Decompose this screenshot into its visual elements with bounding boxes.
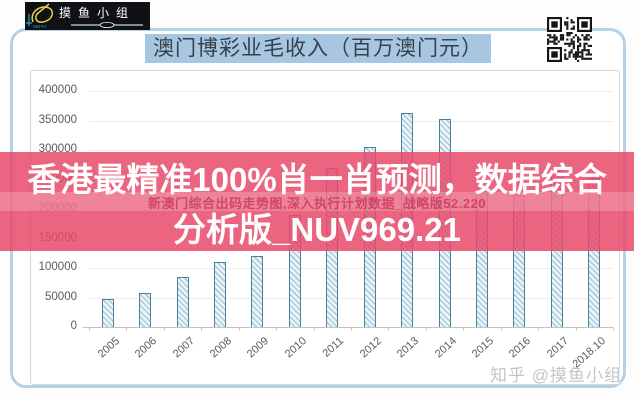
- banner-watermark-text: 新澳门综合出码走势图,深入执行计划数据_战略版52.220: [147, 196, 487, 211]
- x-axis-tick: [538, 327, 540, 331]
- y-tick-label: 0: [70, 320, 77, 332]
- brand-underline: [71, 22, 143, 28]
- x-axis-tick: [126, 327, 128, 331]
- x-axis-tick: [351, 327, 352, 331]
- chart-title-highlight: 澳门博彩业毛收入（百万澳门元）: [145, 34, 491, 63]
- x-axis-tick: [613, 327, 614, 331]
- x-axis-tick: [163, 327, 165, 331]
- y-tick-label: 400000: [38, 84, 77, 96]
- bar-2009: [251, 255, 264, 327]
- banner-headline-line1: 香港最精准100%肖一肖预测，数据综合: [27, 161, 607, 198]
- gridline: [89, 91, 613, 92]
- svg-text:MOYU: MOYU: [33, 24, 47, 29]
- gridline: [89, 297, 613, 299]
- brand-name: 摸鱼小组: [59, 6, 136, 20]
- bar-2007: [176, 277, 189, 327]
- bar-2008: [214, 262, 226, 327]
- y-tick-label: 100000: [38, 261, 77, 273]
- x-axis-tick: [500, 327, 502, 331]
- x-axis-tick: [276, 327, 278, 331]
- gridline: [89, 268, 613, 269]
- y-tick-label: 350000: [38, 113, 77, 126]
- x-axis-line: [83, 327, 613, 328]
- x-axis-tick: [463, 327, 465, 331]
- zhihu-watermark: 知乎 @摸鱼小组: [490, 366, 622, 385]
- banner-headline-line2: 分析版_NUV969.21: [173, 211, 461, 248]
- x-axis-tick: [201, 327, 203, 331]
- bar-2006: [139, 293, 152, 327]
- y-tick-label: 50000: [45, 290, 77, 303]
- gridline: [89, 150, 613, 151]
- gridline: [89, 120, 613, 122]
- brand-logo: MOYU 摸鱼小组: [25, 2, 150, 30]
- banner-stripe: [0, 192, 634, 211]
- x-axis-tick: [388, 327, 390, 331]
- qr-code: [547, 17, 592, 62]
- promo-banner: 新澳门综合出码走势图,深入执行计划数据_战略版52.220 香港最精准100%肖…: [0, 152, 634, 251]
- x-axis-tick: [425, 327, 427, 331]
- x-axis-tick: [313, 327, 315, 331]
- x-axis-tick: [575, 327, 577, 331]
- x-axis-tick: [89, 327, 90, 331]
- x-axis-tick: [238, 327, 240, 331]
- bar-2005: [101, 299, 114, 327]
- fish-doodle-icon: MOYU: [26, 3, 54, 29]
- chart-title: 澳门博彩业毛收入（百万澳门元）: [13, 34, 623, 64]
